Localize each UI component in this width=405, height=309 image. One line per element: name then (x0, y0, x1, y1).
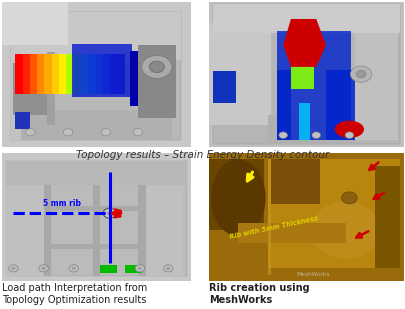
Bar (209, 153, 403, 281)
Circle shape (133, 129, 142, 136)
Ellipse shape (311, 201, 379, 259)
Ellipse shape (211, 159, 265, 236)
Bar (11, 205, 172, 211)
Text: MeshWorks: MeshWorks (296, 273, 330, 277)
Bar (59, 54, 66, 95)
Text: Load path Interpretation from
Topology Optimization results: Load path Interpretation from Topology O… (2, 283, 147, 305)
Circle shape (11, 267, 15, 270)
Bar (6, 161, 187, 276)
Bar (15, 112, 30, 129)
Bar (271, 159, 320, 204)
Bar (43, 167, 51, 276)
Bar (21, 110, 172, 139)
Bar (23, 54, 30, 95)
Circle shape (69, 265, 78, 272)
Bar (354, 9, 397, 139)
Circle shape (141, 55, 171, 78)
Bar (6, 186, 43, 276)
Bar (209, 23, 271, 125)
Circle shape (344, 132, 353, 138)
Circle shape (63, 129, 72, 136)
Circle shape (341, 192, 356, 204)
Bar (11, 244, 172, 249)
Bar (290, 38, 313, 89)
Circle shape (278, 132, 287, 138)
Bar (13, 62, 47, 115)
Bar (267, 159, 271, 275)
Bar (213, 4, 399, 144)
Text: Rib creation using
MeshWorks: Rib creation using MeshWorks (209, 283, 309, 305)
Bar (374, 166, 399, 268)
Circle shape (137, 267, 142, 270)
Bar (30, 54, 37, 95)
Bar (138, 45, 175, 118)
Circle shape (71, 267, 76, 270)
Bar (2, 2, 190, 147)
Bar (47, 52, 55, 125)
Bar (145, 186, 183, 276)
Bar (2, 2, 68, 45)
Bar (37, 54, 45, 95)
Circle shape (166, 267, 170, 270)
Circle shape (26, 129, 35, 136)
Text: Topology results – Strain Energy Density contour: Topology results – Strain Energy Density… (76, 150, 329, 160)
Bar (209, 2, 403, 147)
Bar (51, 54, 59, 95)
Bar (267, 159, 399, 268)
Circle shape (350, 66, 371, 82)
Bar (325, 70, 354, 139)
Bar (11, 12, 49, 139)
Bar (6, 161, 187, 185)
Bar (298, 103, 310, 139)
Circle shape (103, 208, 116, 218)
Circle shape (101, 129, 110, 136)
Ellipse shape (334, 121, 363, 138)
Bar (130, 51, 172, 106)
Circle shape (135, 265, 144, 272)
Bar (81, 54, 88, 95)
Bar (213, 71, 236, 103)
Bar (66, 54, 74, 95)
Bar (92, 167, 100, 276)
Bar (277, 31, 350, 139)
Circle shape (107, 211, 112, 215)
Circle shape (163, 265, 173, 272)
Bar (110, 54, 117, 95)
Polygon shape (271, 12, 339, 76)
Bar (44, 54, 52, 95)
Bar (138, 167, 145, 276)
Circle shape (311, 132, 320, 138)
Bar (88, 54, 96, 95)
Bar (11, 12, 181, 139)
Bar (73, 54, 81, 95)
Text: Rib with 5mm Thickness: Rib with 5mm Thickness (228, 215, 318, 240)
Bar (267, 115, 354, 144)
Bar (209, 159, 263, 230)
Circle shape (39, 265, 48, 272)
Bar (2, 153, 190, 281)
Bar (117, 54, 125, 95)
Bar (124, 265, 141, 273)
Text: 5 mm rib: 5 mm rib (43, 199, 81, 208)
Circle shape (355, 70, 365, 78)
Polygon shape (282, 19, 325, 67)
Circle shape (41, 267, 46, 270)
Bar (95, 54, 103, 95)
Bar (277, 70, 290, 139)
Circle shape (9, 265, 18, 272)
Bar (213, 4, 399, 33)
Bar (238, 223, 345, 243)
Bar (15, 54, 23, 95)
Bar (102, 54, 110, 95)
Bar (72, 44, 132, 96)
Bar (11, 12, 181, 60)
Circle shape (149, 61, 164, 73)
Polygon shape (277, 16, 331, 71)
Bar (11, 180, 172, 185)
Bar (100, 265, 117, 273)
